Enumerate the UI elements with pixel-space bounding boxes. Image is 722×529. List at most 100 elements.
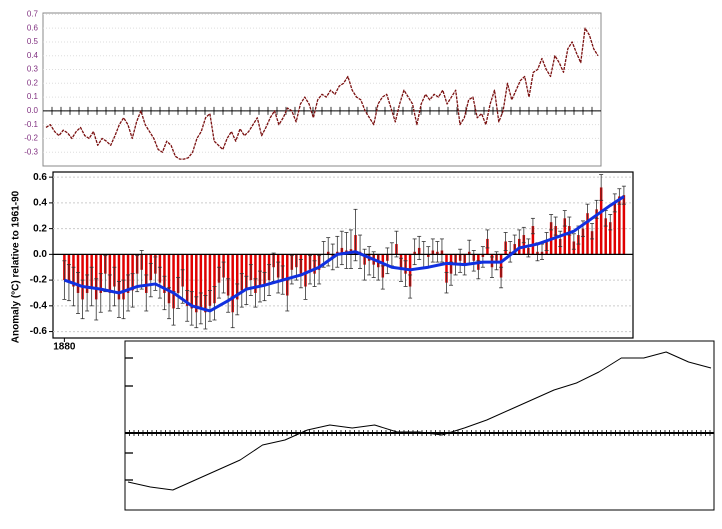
error-bar bbox=[85, 274, 90, 312]
error-bar bbox=[571, 233, 576, 250]
error-bar bbox=[203, 295, 208, 330]
error-bar bbox=[116, 280, 121, 318]
error-bar bbox=[380, 265, 385, 290]
bar bbox=[586, 213, 589, 255]
bar bbox=[122, 254, 125, 300]
error-bar bbox=[417, 235, 422, 260]
error-bar bbox=[335, 235, 340, 268]
error-bar bbox=[212, 286, 217, 321]
error-bar bbox=[394, 230, 399, 258]
error-bar bbox=[276, 261, 281, 294]
y-tick-label: 0.4 bbox=[27, 51, 39, 60]
error-bar bbox=[371, 251, 376, 278]
smooth-line bbox=[63, 195, 625, 313]
bar bbox=[531, 226, 535, 255]
error-bar bbox=[553, 216, 558, 236]
bar bbox=[163, 254, 166, 293]
error-bar bbox=[189, 291, 194, 326]
y-tick-label: 0.2 bbox=[33, 223, 47, 234]
bar bbox=[595, 209, 598, 255]
y-tick-label: -0.3 bbox=[24, 147, 38, 156]
error-bar bbox=[562, 210, 567, 227]
bar bbox=[554, 226, 557, 255]
bar bbox=[172, 254, 175, 309]
error-bar bbox=[71, 266, 76, 307]
bar bbox=[622, 195, 626, 255]
bar bbox=[94, 254, 98, 300]
bar bbox=[126, 254, 130, 293]
bar bbox=[231, 254, 234, 313]
error-bar bbox=[312, 260, 317, 287]
bar bbox=[499, 254, 503, 278]
bar bbox=[176, 254, 180, 293]
y-tick-label: 0.2 bbox=[27, 78, 39, 87]
error-bar bbox=[76, 271, 81, 314]
y-tick-label: 0.7 bbox=[27, 9, 39, 18]
y-axis-label: Anomaly (°C) relative to 1961-90 bbox=[11, 190, 22, 343]
error-bar bbox=[408, 274, 413, 299]
error-bar bbox=[449, 261, 454, 286]
error-bar bbox=[485, 229, 490, 249]
y-tick-label: 0.0 bbox=[33, 249, 47, 260]
error-bar bbox=[207, 289, 212, 322]
error-bar bbox=[235, 283, 240, 316]
bar bbox=[563, 218, 567, 255]
error-bar bbox=[317, 255, 322, 285]
bar bbox=[226, 254, 230, 296]
error-bar bbox=[444, 271, 449, 294]
bar bbox=[235, 254, 239, 300]
plot-frame bbox=[124, 340, 715, 511]
error-bar bbox=[344, 232, 349, 269]
error-bar bbox=[226, 278, 231, 313]
error-bar bbox=[98, 273, 103, 313]
error-bar bbox=[348, 229, 353, 269]
bar bbox=[590, 231, 594, 255]
error-bar bbox=[439, 238, 444, 263]
error-bar bbox=[130, 273, 135, 308]
error-bar bbox=[126, 274, 131, 312]
bar bbox=[263, 254, 266, 287]
error-bar bbox=[112, 266, 117, 307]
y-tick-label: 0.5 bbox=[27, 37, 39, 46]
error-bar bbox=[157, 266, 162, 299]
error-bar bbox=[162, 275, 167, 311]
error-bar bbox=[94, 278, 99, 321]
bar bbox=[213, 254, 216, 304]
bar bbox=[609, 222, 612, 255]
error-bar bbox=[403, 260, 408, 287]
y-tick-label: 0.3 bbox=[27, 65, 39, 74]
bar bbox=[599, 187, 603, 255]
error-bar bbox=[253, 278, 258, 308]
bar bbox=[208, 254, 212, 306]
error-bar bbox=[185, 289, 190, 322]
bar bbox=[167, 254, 171, 304]
error-bar bbox=[608, 214, 613, 231]
error-bar bbox=[508, 241, 513, 263]
bar bbox=[204, 254, 207, 313]
error-bar bbox=[221, 261, 226, 294]
error-bar bbox=[176, 277, 181, 309]
bar bbox=[240, 254, 244, 291]
y-tick-label: -0.2 bbox=[30, 275, 48, 286]
bar bbox=[568, 226, 571, 255]
error-bar bbox=[549, 214, 554, 231]
bar bbox=[185, 254, 189, 306]
error-bar bbox=[435, 241, 440, 263]
error-bar bbox=[590, 223, 595, 240]
bar bbox=[522, 235, 526, 255]
error-bar bbox=[144, 274, 149, 312]
bar bbox=[81, 254, 84, 300]
data-line bbox=[127, 351, 712, 491]
y-tick-label: -0.1 bbox=[24, 120, 38, 129]
bar bbox=[108, 254, 112, 293]
bar bbox=[304, 254, 307, 287]
error-bar bbox=[194, 296, 199, 329]
y-tick-label: -0.2 bbox=[24, 134, 38, 143]
bar bbox=[85, 254, 89, 293]
bar bbox=[604, 218, 607, 255]
error-bar bbox=[503, 232, 508, 251]
bar bbox=[581, 228, 585, 255]
data-line bbox=[45, 27, 599, 160]
